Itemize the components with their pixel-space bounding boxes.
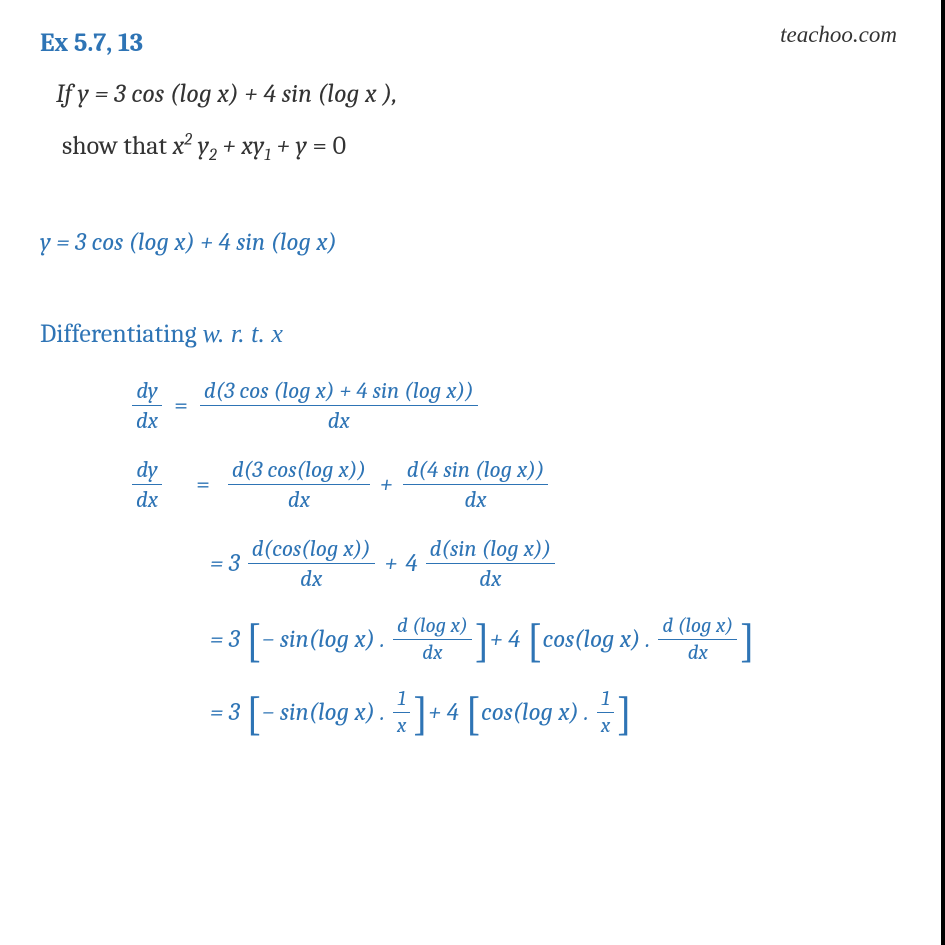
- coef-1: = 3: [210, 698, 240, 727]
- coef-2: 4: [405, 549, 417, 578]
- watermark: teachoo.com: [780, 22, 897, 48]
- numerator: dy: [132, 456, 161, 485]
- term: − sin(log x) .: [262, 698, 385, 727]
- denominator: dx: [132, 485, 162, 513]
- numerator: d (log x): [393, 614, 472, 640]
- numerator: d(sin (log x)): [426, 535, 555, 564]
- rhs-fraction-1: d(cos(log x)) dx: [248, 535, 375, 592]
- numerator: d (log x): [658, 614, 737, 640]
- step-4: = 3 [ − sin(log x) . d (log x) dx ] + 4 …: [210, 614, 905, 665]
- term: cos(log x) .: [481, 698, 589, 727]
- numerator: d(cos(log x)): [248, 535, 375, 564]
- denominator: dx: [324, 406, 354, 434]
- bracket-1-content: − sin(log x) . d (log x) dx: [262, 614, 474, 665]
- term: cos(log x) .: [543, 625, 651, 654]
- plus-sign: +: [380, 470, 393, 499]
- step-5: = 3 [ − sin(log x) . 1 x ] + 4 [ cos(log…: [210, 687, 905, 738]
- bracket-1-content: − sin(log x) . 1 x: [262, 687, 412, 738]
- rhs-fraction-1: d(3 cos(log x)) dx: [228, 456, 370, 513]
- equation-to-prove: x2 y2 + xy1 + y = 0: [173, 131, 346, 161]
- numerator: dy: [132, 377, 161, 406]
- denominator: x: [597, 713, 614, 738]
- right-border: [941, 0, 945, 945]
- rhs-fraction: d(3 cos (log x) + 4 sin (log x)) dx: [200, 377, 478, 434]
- term: − sin(log x) .: [262, 625, 385, 654]
- inner-fraction-2: d (log x) dx: [658, 614, 737, 665]
- dy-dx: dy dx: [132, 456, 162, 513]
- coef-1: = 3: [210, 625, 240, 654]
- numerator: d(4 sin (log x)): [403, 456, 549, 485]
- coef-2: + 4: [490, 625, 521, 654]
- inner-fraction-1: 1 x: [393, 687, 410, 738]
- dy-dx: dy dx: [132, 377, 162, 434]
- numerator: 1: [597, 687, 613, 713]
- bracket-2-content: cos(log x) . 1 x: [481, 687, 616, 738]
- show-that-label: show that: [62, 131, 173, 161]
- bracket-2-content: cos(log x) . d (log x) dx: [543, 614, 740, 665]
- problem-line-2: show that x2 y2 + xy1 + y = 0: [62, 128, 905, 168]
- equals-sign: =: [196, 470, 210, 499]
- denominator: dx: [132, 406, 162, 434]
- wrt-text: w. r. t. x: [202, 319, 282, 348]
- denominator: dx: [284, 485, 314, 513]
- diff-word: Differentiating: [40, 319, 202, 349]
- coef-1: = 3: [210, 549, 240, 578]
- denominator: x: [393, 713, 410, 738]
- step-1: dy dx = d(3 cos (log x) + 4 sin (log x))…: [130, 377, 905, 434]
- differentiating-label: Differentiating w. r. t. x: [40, 319, 905, 349]
- exercise-title: Ex 5.7, 13: [40, 28, 905, 58]
- equals-sign: =: [174, 391, 188, 420]
- denominator: dx: [461, 485, 491, 513]
- given-equation: y = 3 cos (log x) + 4 sin (log x): [40, 228, 905, 257]
- coef-2: + 4: [428, 698, 459, 727]
- rhs-fraction-2: d(4 sin (log x)) dx: [403, 456, 549, 513]
- step-2: dy dx = d(3 cos(log x)) dx + d(4 sin (lo…: [130, 456, 905, 513]
- denominator: dx: [475, 564, 505, 592]
- plus-sign: +: [385, 549, 398, 578]
- denominator: dx: [296, 564, 326, 592]
- denominator: dx: [418, 640, 446, 665]
- inner-fraction-2: 1 x: [597, 687, 614, 738]
- inner-fraction-1: d (log x) dx: [393, 614, 472, 665]
- numerator: d(3 cos (log x) + 4 sin (log x)): [200, 377, 478, 406]
- numerator: d(3 cos(log x)): [228, 456, 370, 485]
- problem-line-1: If y = 3 cos (log x) + 4 sin (log x ),: [56, 76, 905, 112]
- rhs-fraction-2: d(sin (log x)) dx: [426, 535, 555, 592]
- numerator: 1: [393, 687, 409, 713]
- denominator: dx: [684, 640, 712, 665]
- step-3: = 3 d(cos(log x)) dx + 4 d(sin (log x)) …: [210, 535, 905, 592]
